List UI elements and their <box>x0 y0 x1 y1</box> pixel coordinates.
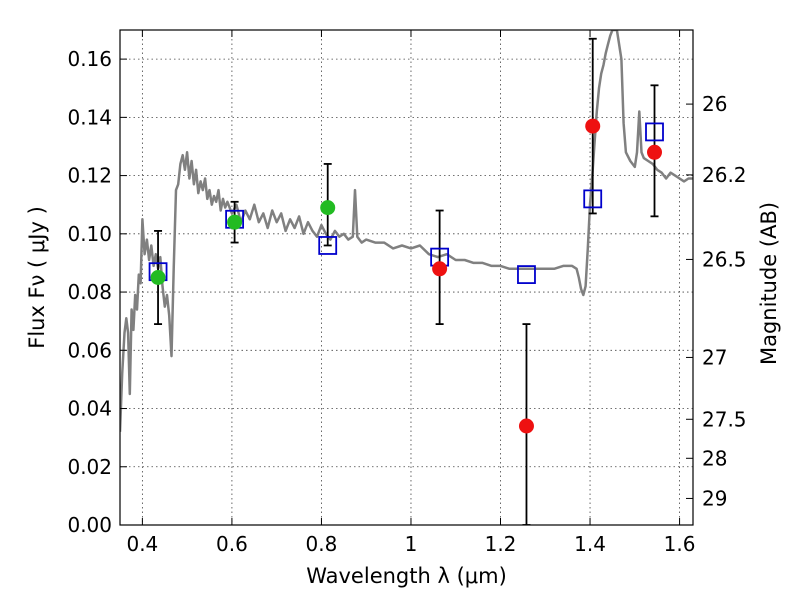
x-tick-label: 0.8 <box>306 532 338 556</box>
model-square <box>583 189 603 209</box>
y-tick-label: 0.00 <box>67 513 112 537</box>
green-data-point <box>320 200 336 216</box>
red-data-point <box>585 118 601 134</box>
x-tick-label: 1.4 <box>574 532 606 556</box>
y-tick-label: 0.06 <box>67 338 112 362</box>
y-axis-title: Flux Fν ( μJy ) <box>25 206 49 349</box>
y2-tick-label: 27.5 <box>702 407 747 431</box>
y-tick-label: 0.10 <box>67 222 112 246</box>
axis-ticks: 0.4 0.6 0.8 1 1.2 1.4 1.6 0.00 0.02 0.04 0.06 0.08 0… <box>67 30 747 556</box>
template-spectrum-layer <box>120 30 693 432</box>
y-tick-label: 0.12 <box>67 164 112 188</box>
y-tick-label: 0.14 <box>67 105 112 129</box>
y-tick-label: 0.02 <box>67 455 112 479</box>
data-points-layer <box>150 118 663 434</box>
x-tick-label: 1.6 <box>664 532 696 556</box>
x-tick-label: 0.4 <box>126 532 158 556</box>
green-data-point <box>227 214 243 230</box>
y2-tick-label: 29 <box>702 486 727 510</box>
y2-tick-label: 26 <box>702 92 727 116</box>
y-tick-label: 0.08 <box>67 280 112 304</box>
plot-frame <box>119 29 694 526</box>
x-tick-label: 0.6 <box>216 532 248 556</box>
green-data-point <box>150 270 166 285</box>
y2-tick-label: 26.2 <box>702 163 747 187</box>
model-square <box>318 236 338 255</box>
y2-axis-title: Magnitude (AB) <box>757 202 781 365</box>
red-data-point <box>518 418 534 434</box>
y2-tick-label: 26.5 <box>702 247 747 271</box>
y2-tick-label: 27 <box>702 345 727 369</box>
template-spectrum-line <box>120 30 693 432</box>
y-tick-label: 0.04 <box>67 397 112 421</box>
model-square <box>645 122 664 142</box>
red-data-point <box>647 144 663 160</box>
x-tick-label: 1.2 <box>485 532 517 556</box>
y-tick-label: 0.16 <box>67 47 112 71</box>
x-tick-label: 1 <box>405 532 418 556</box>
red-data-point <box>432 261 448 277</box>
x-axis-title: Wavelength λ (μm) <box>306 564 507 588</box>
model-square <box>517 265 536 284</box>
y2-tick-label: 28 <box>702 446 727 470</box>
